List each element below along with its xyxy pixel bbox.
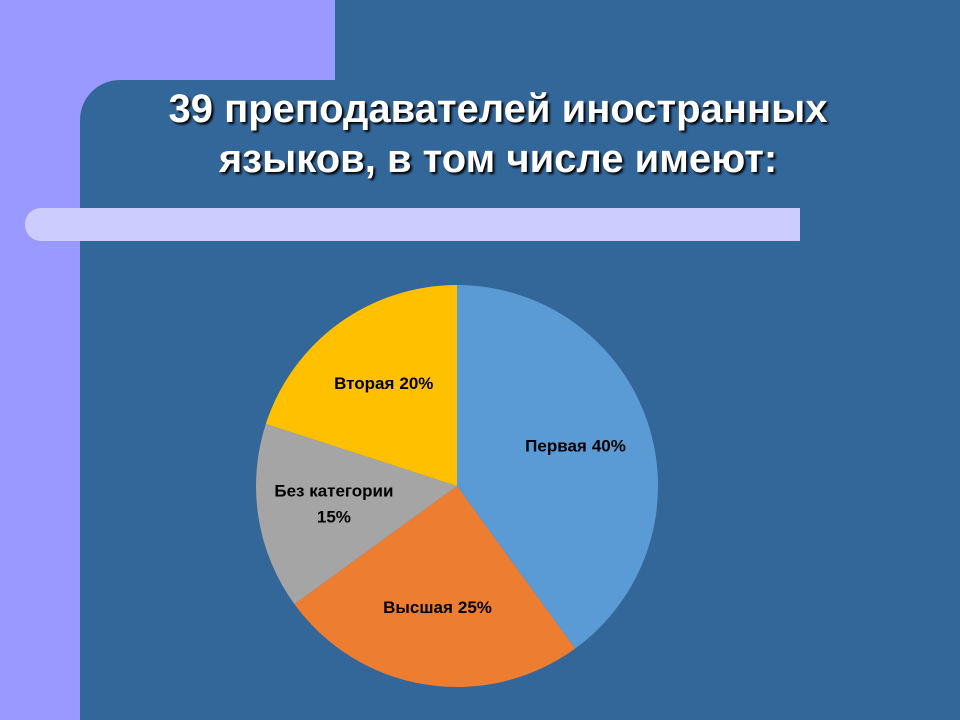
data-label: Высшая 25% [383, 599, 492, 618]
value-label: 40% [592, 437, 626, 456]
category-label: Высшая [383, 599, 453, 618]
background [335, 0, 960, 80]
divider-bar [25, 208, 800, 241]
category-label: Без категории [274, 482, 393, 501]
value-label: 25% [458, 599, 492, 618]
pie-slice [294, 486, 576, 687]
category-label: Первая [525, 437, 587, 456]
category-label: Вторая [334, 375, 394, 394]
pie-slice [457, 285, 659, 649]
data-label: Без категории 15% [274, 482, 393, 527]
value-label: 20% [399, 375, 433, 394]
data-label: Вторая 20% [334, 375, 433, 394]
value-label: 15% [317, 508, 351, 527]
pie-slice [256, 423, 457, 605]
chart-title: 39 преподавателей иностранных языков, в … [168, 87, 828, 181]
data-label: Первая 40% [525, 437, 626, 456]
pie-slice [265, 285, 457, 486]
